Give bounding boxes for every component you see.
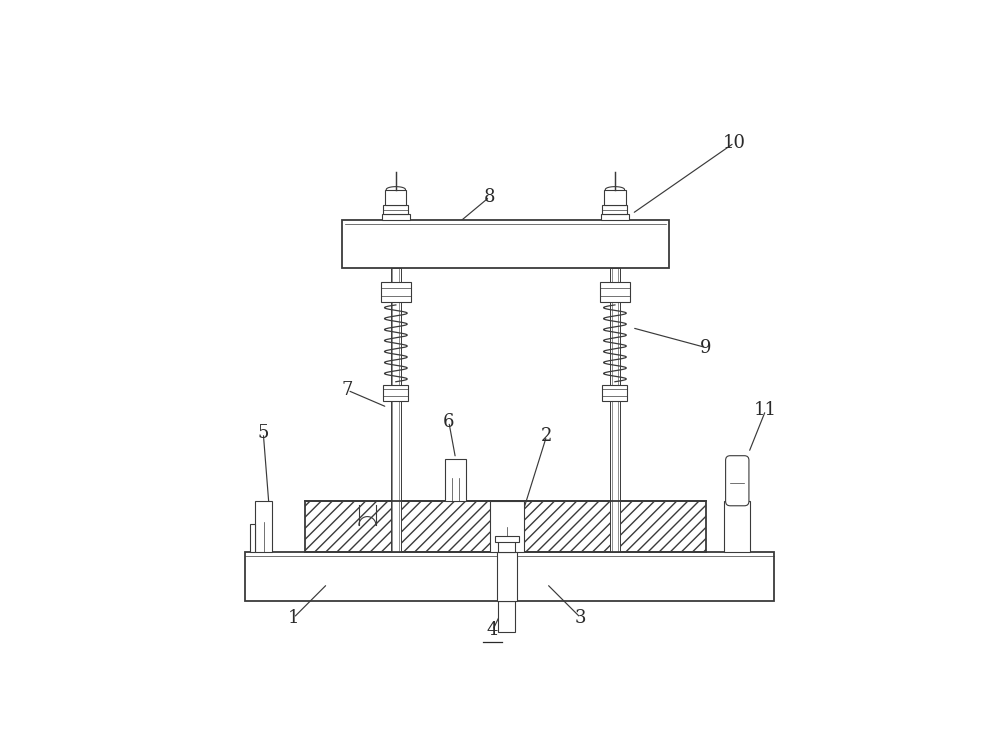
Bar [602,384,627,401]
Bar [383,384,408,401]
Text: 11: 11 [754,401,777,419]
FancyBboxPatch shape [726,456,749,505]
Text: 7: 7 [342,381,353,399]
Bar [498,601,515,632]
Text: 6: 6 [443,412,455,431]
Bar [604,189,626,205]
Text: 3: 3 [575,609,587,627]
Bar [445,458,466,501]
Bar [724,501,750,553]
Bar [305,501,706,553]
Bar [245,553,774,601]
Bar [385,189,406,205]
Bar [490,501,524,553]
Bar [381,282,411,302]
Bar [391,268,401,553]
Text: 5: 5 [258,424,269,442]
Bar [497,553,517,601]
Text: 8: 8 [484,188,495,205]
Bar [342,219,669,268]
Bar [601,214,629,219]
Bar [255,501,272,553]
Text: 2: 2 [541,427,552,445]
Text: 9: 9 [700,338,712,357]
Text: 10: 10 [723,134,746,151]
Bar [602,205,627,214]
Bar [600,282,630,302]
Bar [382,214,410,219]
Text: 1: 1 [288,609,299,627]
Bar [498,538,515,553]
Text: 4: 4 [487,621,498,639]
Bar [610,268,620,553]
Bar [495,536,519,542]
Bar [250,524,255,553]
Bar [383,205,408,214]
